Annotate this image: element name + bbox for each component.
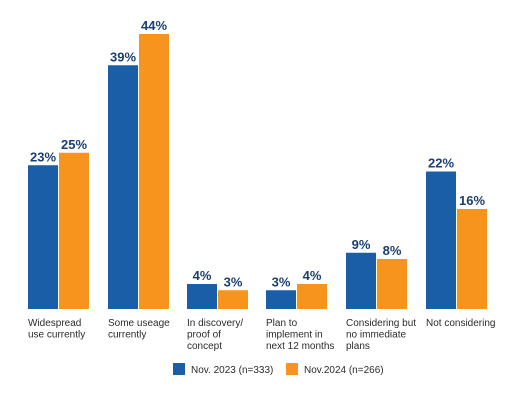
data-label: 3% xyxy=(224,274,243,289)
bar-series2 xyxy=(457,209,487,309)
data-label: 4% xyxy=(193,268,212,283)
category-label: implement in xyxy=(266,330,323,341)
legend-swatch xyxy=(173,363,185,375)
category-label: no immediate xyxy=(346,330,406,341)
category-label: Considering but xyxy=(346,318,416,329)
bar-series1 xyxy=(266,290,296,309)
category-label: next 12 months xyxy=(266,341,334,352)
legend-swatch xyxy=(286,363,298,375)
data-label: 25% xyxy=(61,137,87,152)
category-label: Not considering xyxy=(426,318,495,329)
data-label: 16% xyxy=(459,193,485,208)
data-label: 23% xyxy=(30,149,56,164)
data-label: 22% xyxy=(428,156,454,171)
data-label: 8% xyxy=(383,243,402,258)
category-label: concept xyxy=(187,341,222,352)
legend-label: Nov.2024 (n=266) xyxy=(304,365,384,376)
bar-series2 xyxy=(139,34,169,309)
data-label: 3% xyxy=(272,274,291,289)
category-label: use currently xyxy=(28,330,85,341)
category-label: Widespread xyxy=(28,318,81,329)
bar-series2 xyxy=(377,259,407,309)
bar-series2 xyxy=(218,290,248,309)
data-label: 39% xyxy=(110,49,136,64)
data-label: 9% xyxy=(352,237,371,252)
bar-series2 xyxy=(297,284,327,309)
category-label: plans xyxy=(346,341,370,352)
bar-series1 xyxy=(426,171,456,309)
data-label: 44% xyxy=(141,18,167,33)
bar-series1 xyxy=(28,165,58,309)
category-label: Plan to xyxy=(266,318,298,329)
data-label: 4% xyxy=(303,268,322,283)
bar-series2 xyxy=(59,152,89,309)
category-label: In discovery/ xyxy=(187,318,243,329)
bar-series1 xyxy=(187,284,217,309)
category-label: currently xyxy=(108,330,146,341)
category-label: proof of xyxy=(187,330,221,341)
legend-label: Nov. 2023 (n=333) xyxy=(191,365,273,376)
category-label: Some useage xyxy=(108,318,170,329)
bar-series1 xyxy=(346,252,376,309)
bar-series1 xyxy=(108,65,138,309)
